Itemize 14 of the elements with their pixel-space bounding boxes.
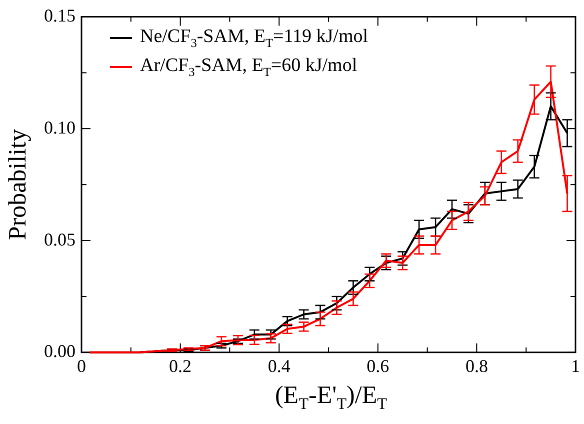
legend-label: Ne/CF$_{3}$-SAM, E$_{T}$=119 kJ/mol (140, 26, 368, 51)
legend-label: Ar/CF$_{3}$-SAM, E$_{T}$=60 kJ/mol (140, 54, 358, 80)
y-tick-label: 0.00 (44, 341, 76, 362)
x-tick-label: 0.8 (465, 356, 488, 376)
y-tick-label: 0.10 (44, 117, 76, 138)
y-tick-label: 0.15 (44, 6, 76, 26)
x-tick-label: 0.4 (268, 356, 290, 376)
y-axis-title: Probability (4, 128, 32, 240)
x-axis-title: (E$_{T}$-E'$_{T}$)/E$_{T}$ (274, 382, 388, 414)
x-tick-label: 1 (571, 356, 580, 376)
x-tick-label: 0.6 (366, 356, 390, 376)
y-tick-label: 0.05 (44, 229, 76, 250)
x-tick-label: 0 (77, 356, 86, 376)
x-tick-label: 0.2 (169, 356, 192, 376)
